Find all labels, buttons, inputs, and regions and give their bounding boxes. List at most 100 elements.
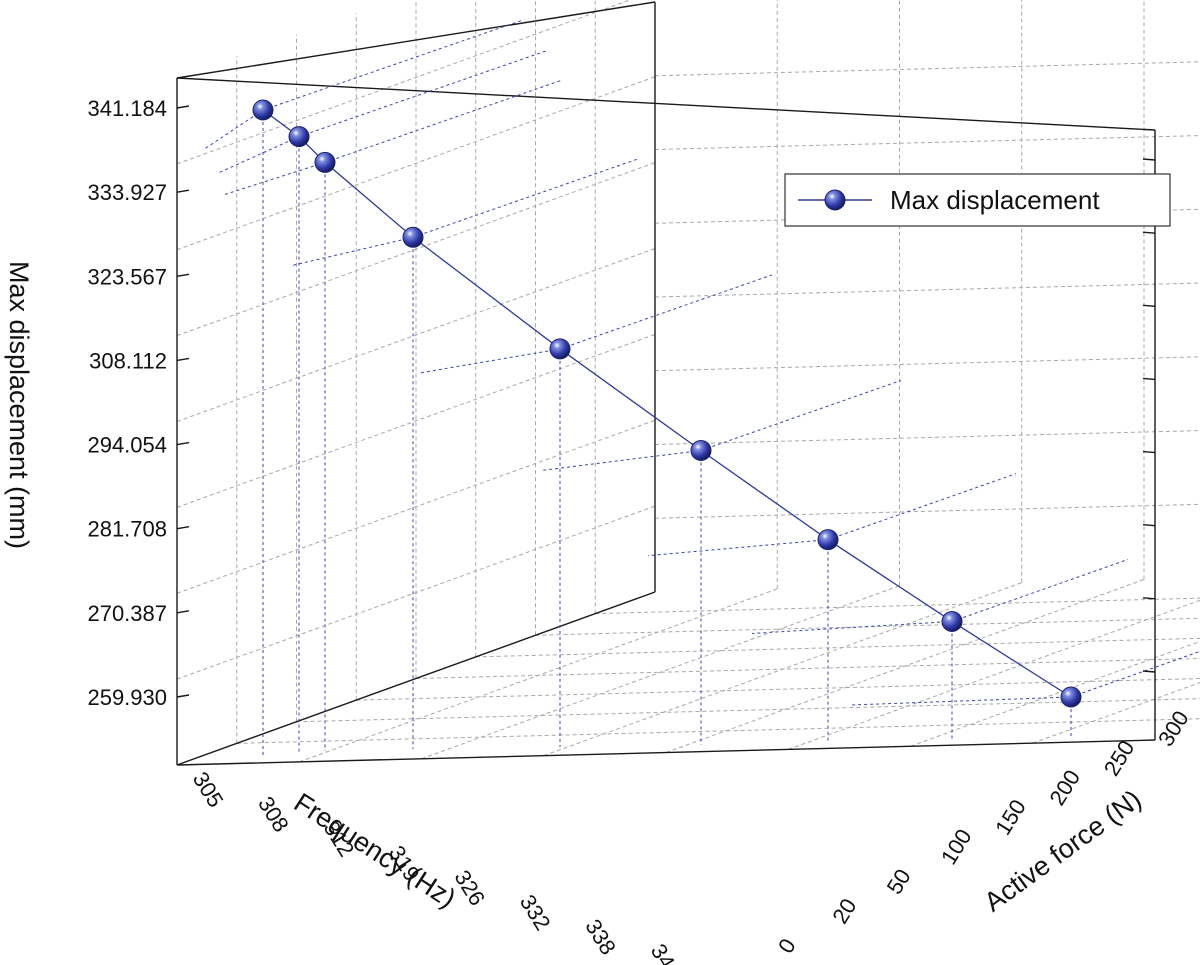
z-tick: [1142, 158, 1156, 161]
z-tick: [1142, 670, 1156, 673]
data-point: [941, 610, 963, 632]
grid-line: [788, 599, 1200, 750]
z-tick: [1142, 377, 1156, 381]
y-tick-label: 200: [1044, 765, 1085, 809]
x-axis-title: Frequency (Hz): [289, 787, 461, 913]
legend: Max displacement: [784, 173, 1171, 227]
z-tick: [176, 189, 190, 193]
data-point: [817, 529, 839, 551]
y-tick-label: 0: [773, 934, 801, 958]
x-tick-label: 344: [646, 939, 687, 965]
y-tick-label: 150: [990, 795, 1031, 839]
z-tick: [1142, 231, 1156, 234]
drop-lines: [202, 19, 1200, 755]
grid-line: [654, 503, 1200, 519]
z-tick: [176, 526, 190, 530]
axis-line: [176, 739, 1156, 766]
projection-line: [202, 109, 264, 151]
projection-line: [292, 236, 414, 266]
y-tick-label: 50: [882, 864, 916, 898]
z-tick-labels: 259.930 270.387 281.708 294.054 308.112 323.5…: [87, 96, 1156, 710]
z-tick: [176, 694, 190, 698]
grid: [176, 0, 1200, 763]
z-tick-label: 341.184: [87, 96, 167, 121]
data-points: [252, 99, 1082, 708]
z-tick-label: 323.567: [87, 264, 167, 289]
z-tick-label: 333.927: [87, 180, 167, 205]
projection-line: [700, 380, 902, 451]
projection-line: [298, 50, 548, 138]
legend-marker: [824, 189, 846, 211]
projection-line: [224, 161, 326, 195]
grid-line: [654, 61, 1200, 77]
grid-line: [654, 282, 1200, 298]
projection-line: [218, 136, 300, 174]
grid-line: [654, 135, 1200, 150]
y-tick-label: 20: [827, 894, 861, 928]
projection-line: [850, 696, 1072, 706]
grid-line: [176, 248, 656, 422]
legend-label: Max displacement: [890, 185, 1100, 215]
grid-line: [236, 718, 1200, 744]
grid-line: [665, 579, 1145, 753]
grid-line: [1032, 682, 1200, 744]
grid-line: [415, 657, 1200, 679]
z-tick-label: 281.708: [87, 517, 167, 542]
data-point: [252, 99, 274, 121]
grid-line: [535, 617, 1200, 636]
projection-line: [262, 19, 524, 111]
z-tick: [176, 441, 190, 446]
grid-line: [176, 76, 656, 251]
data-point: [314, 151, 336, 173]
z-tick: [1142, 450, 1156, 454]
y-tick-label: 300: [1153, 706, 1194, 750]
y-tick-label: 100: [936, 825, 977, 869]
projection-line: [412, 158, 638, 238]
frame: [176, 1, 1156, 766]
z-tick: [1142, 597, 1156, 600]
z-tick: [176, 357, 190, 362]
axis-line: [176, 591, 656, 766]
z-tick: [1142, 524, 1156, 527]
data-point: [690, 439, 712, 461]
projection-line: [1070, 650, 1200, 698]
z-tick-label: 259.930: [87, 685, 167, 710]
projection-line: [419, 348, 561, 374]
grid-line: [475, 637, 1200, 658]
grid-line: [176, 333, 656, 508]
grid-line: [654, 430, 1200, 445]
data-point: [402, 226, 424, 248]
grid-line: [176, 162, 656, 337]
z-tick-label: 270.387: [87, 601, 167, 626]
projection-line: [540, 449, 702, 471]
grid-line: [356, 678, 1200, 701]
x-tick-label: 308: [253, 792, 294, 836]
x-tick-label: 305: [188, 767, 229, 811]
data-point: [549, 338, 571, 360]
projection-line: [647, 539, 829, 557]
z-tick: [176, 610, 190, 614]
z-axis-title: Max displacement (mm): [4, 261, 34, 549]
z-tick-label: 294.054: [87, 433, 167, 458]
grid-line: [296, 698, 1200, 723]
x-tick-label: 338: [580, 915, 621, 959]
axis-line: [176, 1, 656, 79]
projection-line: [559, 274, 773, 350]
z-tick: [1142, 304, 1156, 307]
axis-line: [176, 77, 1156, 131]
projection-line: [951, 558, 1129, 622]
grid-line: [421, 585, 900, 760]
projection-line: [827, 473, 1017, 541]
data-point: [288, 126, 310, 148]
data-point: [1060, 686, 1082, 708]
grid-line: [654, 356, 1200, 372]
z-tick: [176, 273, 190, 277]
z-tick-label: 308.112: [89, 348, 167, 373]
z-tick: [176, 105, 190, 109]
y-tick-label: 250: [1099, 736, 1140, 780]
grid-line: [910, 640, 1200, 747]
grid-line: [595, 597, 1200, 615]
x-tick-label: 332: [515, 890, 556, 934]
